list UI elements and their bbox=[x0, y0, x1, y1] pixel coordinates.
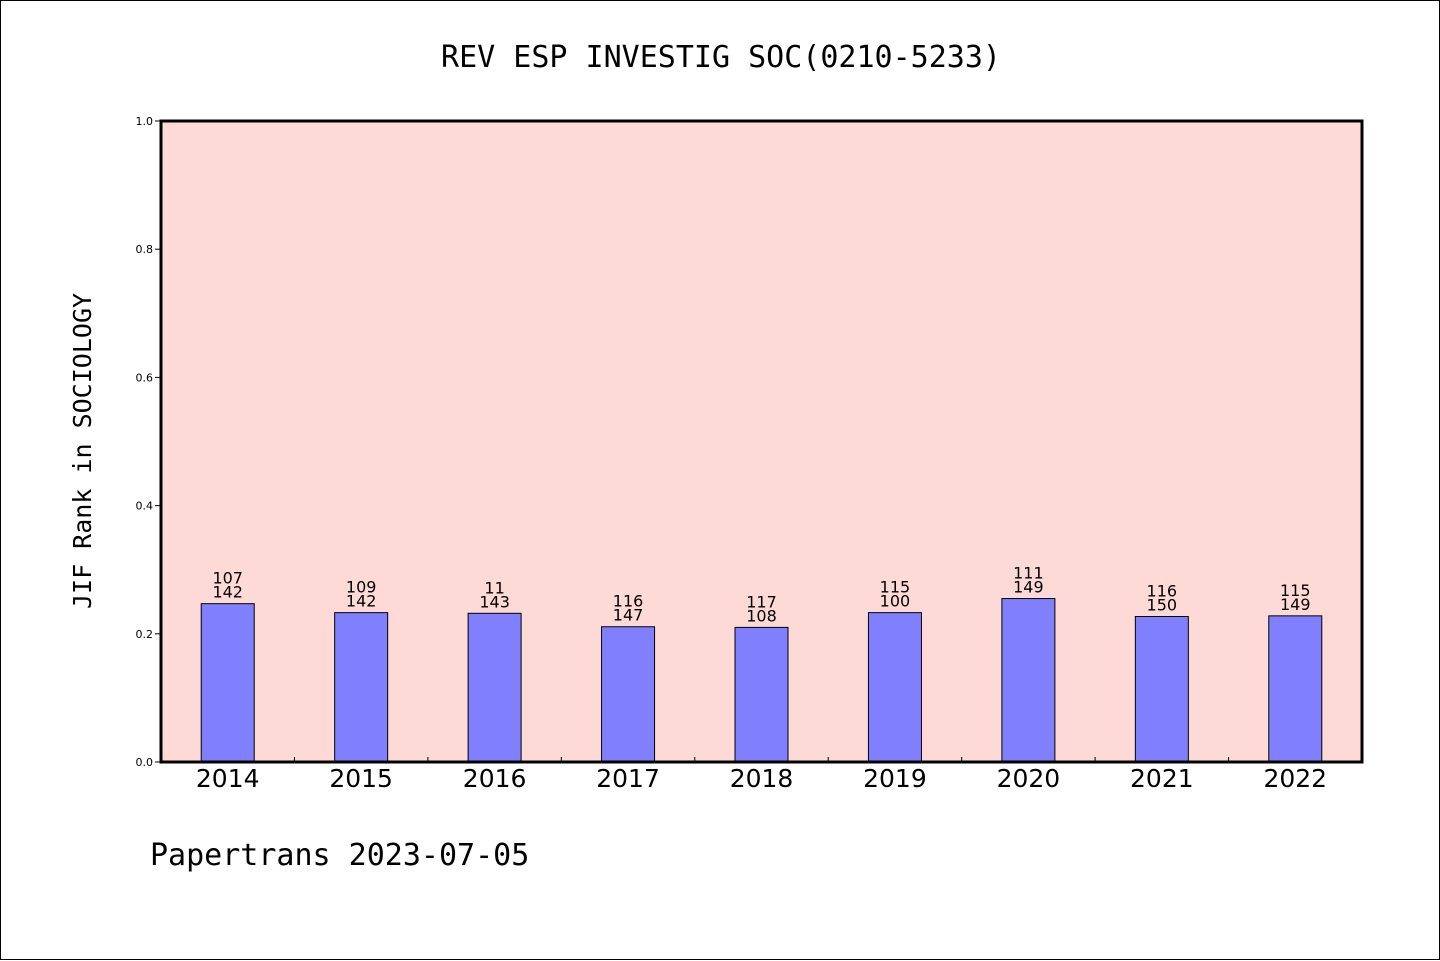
bar-rank-label: 111 bbox=[1013, 564, 1044, 583]
bar-2021 bbox=[1134, 615, 1189, 763]
bar-2017 bbox=[601, 626, 656, 763]
x-tick-label: 2021 bbox=[1130, 764, 1194, 793]
bar-total-label: 142 bbox=[212, 583, 243, 602]
bar-2016 bbox=[467, 612, 522, 763]
y-tick-label: 0.8 bbox=[136, 243, 154, 256]
x-tick-label: 2020 bbox=[997, 764, 1061, 793]
y-tick-label: 0.6 bbox=[136, 371, 154, 384]
bar-total-label: 142 bbox=[346, 592, 377, 611]
bar-total-label: 100 bbox=[880, 592, 911, 611]
bar-2019 bbox=[867, 612, 922, 763]
bar-rank-label: 107 bbox=[212, 569, 243, 588]
plot-border bbox=[159, 119, 1364, 764]
x-tick-label: 2014 bbox=[196, 764, 260, 793]
bar-total-label: 147 bbox=[613, 606, 644, 625]
y-tick-label: 1.0 bbox=[136, 115, 154, 128]
footer-text: Papertrans 2023-07-05 bbox=[150, 838, 529, 873]
bar-rank-label: 11 bbox=[484, 578, 504, 597]
y-axis-label: JIF Rank in SOCIOLOGY bbox=[68, 293, 97, 609]
bar-rank-label: 117 bbox=[746, 592, 777, 611]
bar-rank-label: 115 bbox=[880, 578, 911, 597]
y-tick-label: 0.2 bbox=[136, 628, 154, 641]
y-tick-label: 0.0 bbox=[136, 756, 154, 769]
x-tick-label: 2022 bbox=[1263, 764, 1327, 793]
bar-total-label: 149 bbox=[1013, 578, 1044, 597]
x-tick-label: 2017 bbox=[596, 764, 660, 793]
bar-2022 bbox=[1268, 615, 1323, 763]
x-tick-label: 2015 bbox=[329, 764, 393, 793]
y-tick-label: 0.4 bbox=[136, 500, 154, 513]
bar-rank-label: 109 bbox=[346, 578, 377, 597]
bar-rank-label: 116 bbox=[613, 592, 644, 611]
bar-2020 bbox=[1001, 598, 1056, 763]
y-axis-ticks: 0.0 0.2 0.4 0.6 0.8 1.0 bbox=[136, 115, 161, 769]
x-axis-ticks: 2014 2015 2016 2017 2018 2019 2020 2021 2022 bbox=[196, 757, 1327, 793]
x-tick-label: 2016 bbox=[463, 764, 527, 793]
chart-title: REV ESP INVESTIG SOC(0210-5233) bbox=[441, 40, 1001, 75]
bar-rank-label: 116 bbox=[1147, 581, 1178, 600]
bar-total-label: 150 bbox=[1147, 595, 1178, 614]
bar-rank-label: 115 bbox=[1280, 581, 1311, 600]
x-tick-label: 2018 bbox=[730, 764, 794, 793]
bar-total-label: 143 bbox=[479, 592, 510, 611]
bar-2015 bbox=[334, 612, 389, 763]
bar-2014 bbox=[200, 603, 255, 763]
bar-2018 bbox=[734, 626, 789, 763]
bar-total-label: 149 bbox=[1280, 595, 1311, 614]
bar-total-label: 108 bbox=[746, 606, 777, 625]
x-tick-label: 2019 bbox=[863, 764, 927, 793]
